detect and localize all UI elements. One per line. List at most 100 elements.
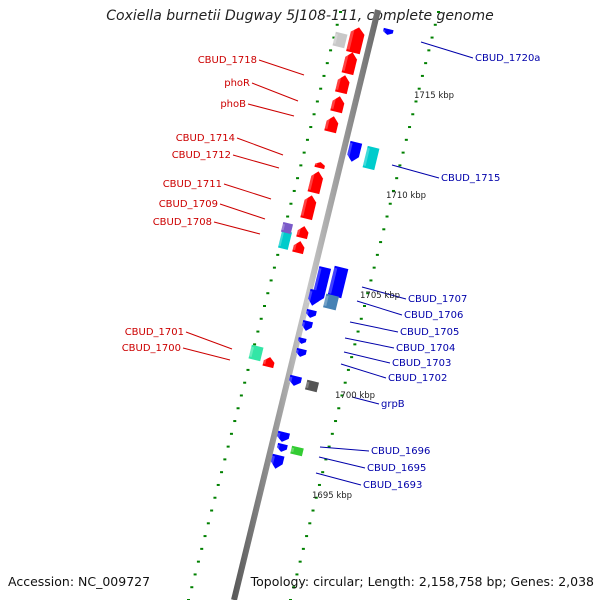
label-phob[interactable]: phoB [220, 99, 246, 110]
feature-cyan-1715-body [362, 145, 380, 171]
label-cbud-1701[interactable]: CBUD_1701 [125, 327, 184, 338]
gene-phob [330, 96, 345, 114]
gene-cbud-1703-highlight [297, 339, 301, 342]
leader-line [340, 363, 387, 379]
label-cbud-1706[interactable]: CBUD_1706 [404, 310, 463, 321]
label-cbud-1720a[interactable]: CBUD_1720a [475, 53, 540, 64]
label-cbud-1695[interactable]: CBUD_1695 [367, 463, 426, 474]
label-cbud-1696[interactable]: CBUD_1696 [371, 446, 430, 457]
feature-green-1695-body [290, 445, 304, 457]
label-phor[interactable]: phoR [224, 78, 250, 89]
leader-line [219, 203, 266, 220]
feature-teal-1706-highlight [323, 295, 329, 306]
feature-green-1695 [290, 445, 304, 457]
gene-cbud-1704 [301, 319, 314, 331]
label-cbud-1704[interactable]: CBUD_1704 [396, 343, 455, 354]
leader-line [232, 154, 280, 169]
gene-cbud-1696a [276, 430, 291, 442]
gene-cbud-1712-body [314, 162, 325, 170]
leader-line [318, 456, 366, 469]
feature-green-1695-highlight [290, 447, 295, 453]
scale-1700-kbp: 1700 kbp [335, 391, 375, 401]
leader-line [223, 183, 272, 200]
gene-cbud-1705-body [306, 308, 317, 318]
gene-cbud-1706 [307, 288, 322, 306]
scale-1705-kbp: 1705 kbp [360, 291, 400, 301]
label-cbud-1711[interactable]: CBUD_1711 [163, 179, 222, 190]
leader-line [236, 137, 284, 156]
feature-dark-grpb-highlight [305, 381, 310, 389]
gene-cbud-1696a-highlight [276, 432, 281, 440]
gene-cbud-1704-highlight [301, 321, 305, 329]
label-cbud-1712[interactable]: CBUD_1712 [172, 150, 231, 161]
gene-grpb-body [289, 374, 303, 386]
gene-cbud-1700-body [262, 357, 275, 369]
gene-cbud-1714-body [324, 116, 339, 134]
label-cbud-1702[interactable]: CBUD_1702 [388, 373, 447, 384]
gene-cbud-1703 [297, 337, 307, 344]
gene-cbud-1693-highlight [269, 455, 275, 467]
genome-backbone [231, 9, 381, 600]
gene-cbud-1708b [292, 241, 305, 255]
feature-teal-1706-body [323, 293, 339, 311]
gene-cbud-1702 [295, 347, 307, 357]
gene-cbud-1707b [327, 265, 349, 299]
label-grpb[interactable]: grpB [381, 399, 405, 410]
gene-phor [335, 75, 350, 95]
gene-cbud-1709-highlight [300, 195, 309, 216]
feature-purple-1709 [280, 221, 294, 235]
gene-cbud-1693-body [270, 453, 285, 469]
gene-cbud-1700 [262, 357, 275, 369]
gene-phob-highlight [330, 96, 337, 110]
leader-line [420, 41, 474, 59]
leader-line [349, 321, 399, 333]
gene-cbud-1718-body [341, 52, 358, 76]
label-cbud-1703[interactable]: CBUD_1703 [392, 358, 451, 369]
gene-cbud-1715-body [347, 140, 363, 162]
label-cbud-1705[interactable]: CBUD_1705 [400, 327, 459, 338]
gene-cbud-1708b-body [292, 241, 305, 255]
gene-cbud-1708-highlight [296, 226, 301, 236]
label-cbud-1718[interactable]: CBUD_1718 [198, 55, 257, 66]
gene-grpb-highlight [288, 376, 293, 384]
label-cbud-1709[interactable]: CBUD_1709 [159, 199, 218, 210]
label-cbud-1714[interactable]: CBUD_1714 [176, 133, 235, 144]
feature-dark-grpb [304, 379, 320, 393]
gene-cbud-1714 [324, 116, 339, 134]
gene-cbud-1718 [341, 52, 358, 76]
gene-phor-highlight [335, 75, 342, 91]
label-cbud-1693[interactable]: CBUD_1693 [363, 480, 422, 491]
gene-cbud-1696a-body [277, 430, 291, 442]
label-cbud-1707[interactable]: CBUD_1707 [408, 294, 467, 305]
leader-line [319, 446, 370, 452]
gene-cbud-1720a-highlight [382, 29, 386, 33]
leader-line [182, 347, 231, 361]
right-gene-labels: CBUD_1720a CBUD_1715 CBUD_1707 CBUD_1706… [363, 53, 540, 491]
feature-purple-1709-highlight [281, 223, 285, 231]
label-cbud-1700[interactable]: CBUD_1700 [122, 343, 181, 354]
gene-features [248, 27, 394, 469]
gene-cbud-1720a-body [383, 27, 394, 35]
feature-cyan-1715-highlight [363, 147, 370, 166]
feature-cyan-1715 [362, 145, 380, 171]
gene-cbud-1706-body [308, 288, 322, 306]
gene-cbud-1708-body [296, 226, 309, 240]
gene-cbud-1696-highlight [276, 444, 280, 450]
gene-cbud-1715 [346, 140, 363, 162]
label-cbud-1715[interactable]: CBUD_1715 [441, 173, 500, 184]
leader-line [185, 331, 233, 350]
gene-cbud-1709-body [300, 195, 317, 221]
gene-cbud-1720 [346, 27, 365, 55]
leader-line [361, 286, 407, 300]
gene-cbud-1705 [305, 308, 317, 318]
label-cbud-1708[interactable]: CBUD_1708 [153, 217, 212, 228]
gene-cbud-1705-highlight [305, 310, 309, 316]
gene-cbud-1720-highlight [346, 27, 355, 50]
scale-1695-kbp: 1695 kbp [312, 491, 352, 501]
map-title: Coxiella burnetii Dugway 5J108-111, comp… [106, 8, 494, 24]
gene-cbud-1708b-highlight [292, 241, 297, 251]
feature-cyan-1708-highlight [278, 232, 284, 247]
topology-text: Topology: circular; Length: 2,158,758 bp… [250, 574, 594, 589]
feature-dark-grpb-body [304, 379, 320, 393]
gene-cbud-1711-body [307, 171, 324, 195]
